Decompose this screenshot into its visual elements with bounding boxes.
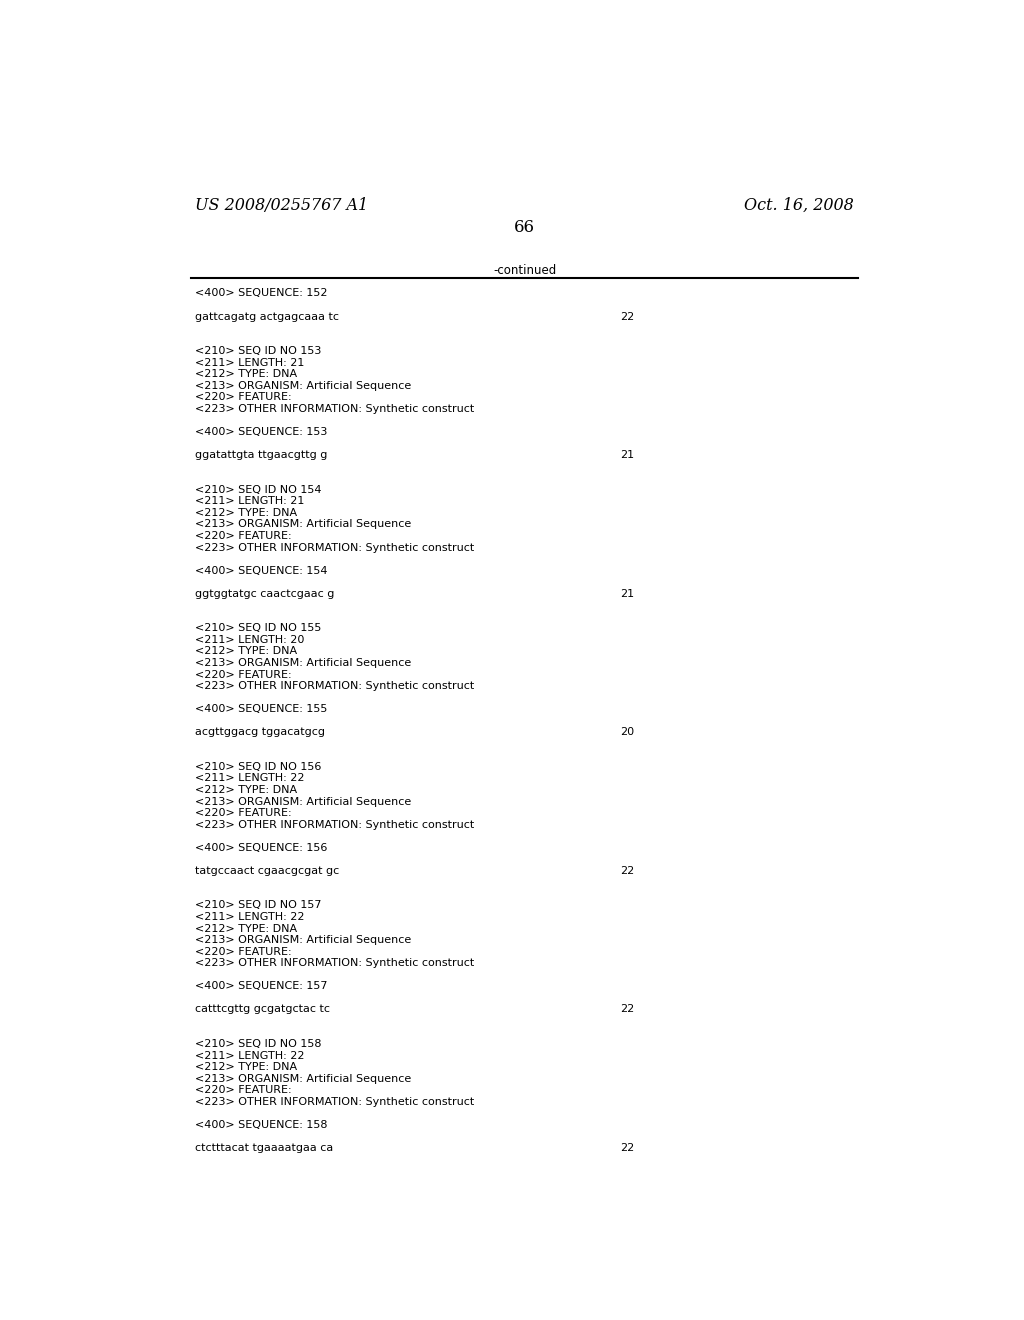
Text: 22: 22 <box>620 866 634 875</box>
Text: tatgccaact cgaacgcgat gc: tatgccaact cgaacgcgat gc <box>196 866 340 875</box>
Text: <400> SEQUENCE: 157: <400> SEQUENCE: 157 <box>196 981 328 991</box>
Text: acgttggacg tggacatgcg: acgttggacg tggacatgcg <box>196 727 326 738</box>
Text: 21: 21 <box>620 589 634 599</box>
Text: 21: 21 <box>620 450 634 461</box>
Text: <211> LENGTH: 21: <211> LENGTH: 21 <box>196 496 305 507</box>
Text: <210> SEQ ID NO 153: <210> SEQ ID NO 153 <box>196 346 322 356</box>
Text: 22: 22 <box>620 1005 634 1014</box>
Text: 22: 22 <box>620 312 634 322</box>
Text: <210> SEQ ID NO 154: <210> SEQ ID NO 154 <box>196 484 322 495</box>
Text: <400> SEQUENCE: 152: <400> SEQUENCE: 152 <box>196 289 328 298</box>
Text: <210> SEQ ID NO 158: <210> SEQ ID NO 158 <box>196 1039 322 1049</box>
Text: 20: 20 <box>620 727 634 738</box>
Text: <210> SEQ ID NO 157: <210> SEQ ID NO 157 <box>196 900 322 911</box>
Text: <223> OTHER INFORMATION: Synthetic construct: <223> OTHER INFORMATION: Synthetic const… <box>196 820 475 830</box>
Text: <400> SEQUENCE: 156: <400> SEQUENCE: 156 <box>196 842 328 853</box>
Text: <211> LENGTH: 22: <211> LENGTH: 22 <box>196 774 305 784</box>
Text: <223> OTHER INFORMATION: Synthetic construct: <223> OTHER INFORMATION: Synthetic const… <box>196 958 475 968</box>
Text: <223> OTHER INFORMATION: Synthetic construct: <223> OTHER INFORMATION: Synthetic const… <box>196 681 475 692</box>
Text: <211> LENGTH: 22: <211> LENGTH: 22 <box>196 1051 305 1060</box>
Text: <212> TYPE: DNA: <212> TYPE: DNA <box>196 508 298 517</box>
Text: US 2008/0255767 A1: US 2008/0255767 A1 <box>196 197 369 214</box>
Text: <213> ORGANISM: Artificial Sequence: <213> ORGANISM: Artificial Sequence <box>196 796 412 807</box>
Text: <211> LENGTH: 21: <211> LENGTH: 21 <box>196 358 305 368</box>
Text: ggatattgta ttgaacgttg g: ggatattgta ttgaacgttg g <box>196 450 328 461</box>
Text: <400> SEQUENCE: 153: <400> SEQUENCE: 153 <box>196 428 328 437</box>
Text: <212> TYPE: DNA: <212> TYPE: DNA <box>196 785 298 795</box>
Text: ggtggtatgc caactcgaac g: ggtggtatgc caactcgaac g <box>196 589 335 599</box>
Text: Oct. 16, 2008: Oct. 16, 2008 <box>744 197 854 214</box>
Text: <220> FEATURE:: <220> FEATURE: <box>196 946 292 957</box>
Text: <400> SEQUENCE: 158: <400> SEQUENCE: 158 <box>196 1119 328 1130</box>
Text: <213> ORGANISM: Artificial Sequence: <213> ORGANISM: Artificial Sequence <box>196 381 412 391</box>
Text: <223> OTHER INFORMATION: Synthetic construct: <223> OTHER INFORMATION: Synthetic const… <box>196 543 475 553</box>
Text: <210> SEQ ID NO 156: <210> SEQ ID NO 156 <box>196 762 322 772</box>
Text: <220> FEATURE:: <220> FEATURE: <box>196 669 292 680</box>
Text: <213> ORGANISM: Artificial Sequence: <213> ORGANISM: Artificial Sequence <box>196 520 412 529</box>
Text: <223> OTHER INFORMATION: Synthetic construct: <223> OTHER INFORMATION: Synthetic const… <box>196 1097 475 1106</box>
Text: <211> LENGTH: 20: <211> LENGTH: 20 <box>196 635 305 645</box>
Text: catttcgttg gcgatgctac tc: catttcgttg gcgatgctac tc <box>196 1005 331 1014</box>
Text: <220> FEATURE:: <220> FEATURE: <box>196 392 292 403</box>
Text: 66: 66 <box>514 219 536 236</box>
Text: ctctttacat tgaaaatgaa ca: ctctttacat tgaaaatgaa ca <box>196 1143 334 1152</box>
Text: <223> OTHER INFORMATION: Synthetic construct: <223> OTHER INFORMATION: Synthetic const… <box>196 404 475 414</box>
Text: <212> TYPE: DNA: <212> TYPE: DNA <box>196 647 298 656</box>
Text: <210> SEQ ID NO 155: <210> SEQ ID NO 155 <box>196 623 322 634</box>
Text: gattcagatg actgagcaaa tc: gattcagatg actgagcaaa tc <box>196 312 340 322</box>
Text: 22: 22 <box>620 1143 634 1152</box>
Text: -continued: -continued <box>494 264 556 277</box>
Text: <400> SEQUENCE: 155: <400> SEQUENCE: 155 <box>196 704 328 714</box>
Text: <212> TYPE: DNA: <212> TYPE: DNA <box>196 1063 298 1072</box>
Text: <212> TYPE: DNA: <212> TYPE: DNA <box>196 370 298 379</box>
Text: <212> TYPE: DNA: <212> TYPE: DNA <box>196 924 298 933</box>
Text: <400> SEQUENCE: 154: <400> SEQUENCE: 154 <box>196 565 328 576</box>
Text: <213> ORGANISM: Artificial Sequence: <213> ORGANISM: Artificial Sequence <box>196 657 412 668</box>
Text: <220> FEATURE:: <220> FEATURE: <box>196 808 292 818</box>
Text: <220> FEATURE:: <220> FEATURE: <box>196 531 292 541</box>
Text: <211> LENGTH: 22: <211> LENGTH: 22 <box>196 912 305 921</box>
Text: <220> FEATURE:: <220> FEATURE: <box>196 1085 292 1096</box>
Text: <213> ORGANISM: Artificial Sequence: <213> ORGANISM: Artificial Sequence <box>196 935 412 945</box>
Text: <213> ORGANISM: Artificial Sequence: <213> ORGANISM: Artificial Sequence <box>196 1073 412 1084</box>
